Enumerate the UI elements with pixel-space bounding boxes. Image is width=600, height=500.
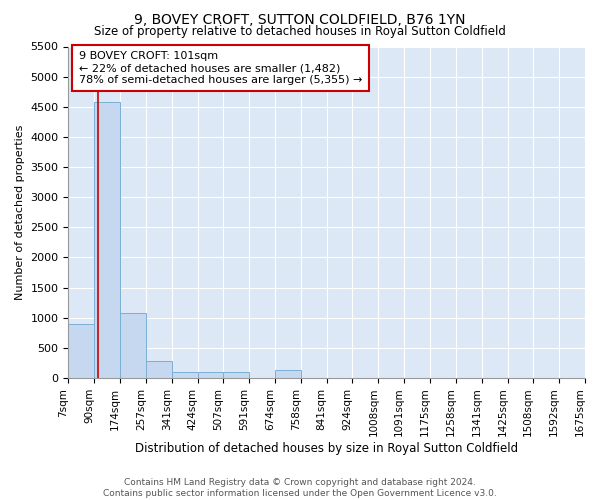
Y-axis label: Number of detached properties: Number of detached properties: [15, 124, 25, 300]
Text: Contains HM Land Registry data © Crown copyright and database right 2024.
Contai: Contains HM Land Registry data © Crown c…: [103, 478, 497, 498]
X-axis label: Distribution of detached houses by size in Royal Sutton Coldfield: Distribution of detached houses by size …: [135, 442, 518, 455]
Bar: [68, 324, 94, 378]
Bar: [146, 361, 172, 378]
Bar: [197, 372, 223, 378]
Bar: [172, 372, 197, 378]
Bar: [94, 102, 120, 378]
Bar: [120, 314, 146, 378]
Text: 9, BOVEY CROFT, SUTTON COLDFIELD, B76 1YN: 9, BOVEY CROFT, SUTTON COLDFIELD, B76 1Y…: [134, 12, 466, 26]
Text: 9 BOVEY CROFT: 101sqm
← 22% of detached houses are smaller (1,482)
78% of semi-d: 9 BOVEY CROFT: 101sqm ← 22% of detached …: [79, 52, 362, 84]
Bar: [275, 370, 301, 378]
Bar: [223, 372, 249, 378]
Text: Size of property relative to detached houses in Royal Sutton Coldfield: Size of property relative to detached ho…: [94, 25, 506, 38]
